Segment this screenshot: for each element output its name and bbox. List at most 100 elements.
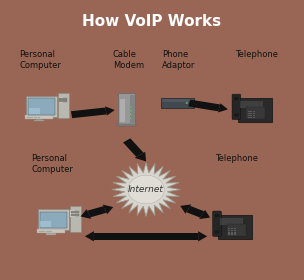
FancyBboxPatch shape: [253, 113, 255, 114]
Polygon shape: [81, 209, 91, 219]
FancyBboxPatch shape: [28, 98, 55, 115]
FancyBboxPatch shape: [228, 230, 230, 231]
Polygon shape: [188, 100, 220, 111]
FancyBboxPatch shape: [233, 228, 236, 229]
FancyBboxPatch shape: [42, 230, 45, 232]
Polygon shape: [87, 206, 106, 217]
FancyBboxPatch shape: [233, 232, 236, 233]
FancyBboxPatch shape: [231, 228, 233, 229]
Polygon shape: [105, 106, 115, 116]
FancyBboxPatch shape: [162, 99, 192, 102]
Circle shape: [128, 175, 164, 204]
FancyBboxPatch shape: [228, 228, 230, 229]
Ellipse shape: [215, 230, 219, 233]
FancyBboxPatch shape: [240, 101, 263, 108]
FancyBboxPatch shape: [250, 116, 252, 118]
Polygon shape: [85, 231, 94, 241]
FancyBboxPatch shape: [161, 98, 194, 108]
FancyBboxPatch shape: [59, 97, 63, 103]
FancyBboxPatch shape: [30, 117, 33, 118]
FancyBboxPatch shape: [233, 230, 236, 231]
FancyBboxPatch shape: [247, 116, 250, 118]
FancyBboxPatch shape: [37, 229, 65, 233]
FancyBboxPatch shape: [46, 233, 56, 235]
FancyBboxPatch shape: [71, 211, 79, 213]
Circle shape: [130, 110, 132, 111]
FancyBboxPatch shape: [232, 94, 241, 120]
FancyBboxPatch shape: [25, 115, 53, 119]
FancyBboxPatch shape: [117, 124, 136, 126]
Circle shape: [130, 114, 132, 115]
FancyBboxPatch shape: [250, 111, 252, 112]
FancyBboxPatch shape: [39, 230, 42, 232]
FancyBboxPatch shape: [220, 218, 243, 225]
Ellipse shape: [215, 214, 219, 217]
FancyBboxPatch shape: [59, 98, 67, 100]
FancyBboxPatch shape: [213, 211, 221, 236]
Text: Telephone: Telephone: [235, 50, 278, 59]
FancyBboxPatch shape: [120, 99, 125, 122]
Ellipse shape: [234, 114, 239, 116]
Polygon shape: [36, 116, 42, 120]
Text: Personal
Computer: Personal Computer: [31, 155, 73, 174]
FancyBboxPatch shape: [228, 232, 230, 233]
FancyBboxPatch shape: [59, 101, 67, 102]
FancyBboxPatch shape: [130, 95, 135, 123]
FancyBboxPatch shape: [231, 234, 233, 235]
FancyBboxPatch shape: [70, 206, 81, 232]
FancyBboxPatch shape: [253, 116, 255, 118]
FancyBboxPatch shape: [46, 230, 49, 232]
Polygon shape: [71, 108, 106, 118]
FancyBboxPatch shape: [37, 117, 40, 118]
Polygon shape: [103, 205, 113, 214]
FancyBboxPatch shape: [58, 93, 69, 118]
FancyBboxPatch shape: [250, 115, 252, 116]
Polygon shape: [94, 233, 198, 240]
Polygon shape: [123, 138, 143, 157]
Polygon shape: [135, 152, 146, 162]
FancyBboxPatch shape: [231, 230, 233, 231]
FancyBboxPatch shape: [227, 224, 246, 236]
FancyBboxPatch shape: [50, 230, 52, 232]
FancyBboxPatch shape: [228, 234, 230, 235]
Polygon shape: [199, 210, 210, 219]
FancyBboxPatch shape: [218, 215, 252, 239]
FancyBboxPatch shape: [231, 232, 233, 233]
Circle shape: [186, 102, 188, 104]
FancyBboxPatch shape: [253, 115, 255, 116]
Text: How VoIP Works: How VoIP Works: [82, 14, 222, 29]
FancyBboxPatch shape: [250, 113, 252, 114]
FancyBboxPatch shape: [71, 214, 79, 216]
Polygon shape: [198, 231, 207, 241]
FancyBboxPatch shape: [38, 209, 69, 230]
FancyBboxPatch shape: [34, 117, 37, 118]
FancyBboxPatch shape: [29, 108, 40, 114]
Polygon shape: [48, 230, 54, 233]
FancyBboxPatch shape: [27, 117, 30, 118]
Text: Personal
Computer: Personal Computer: [19, 50, 61, 70]
Circle shape: [130, 106, 132, 108]
FancyBboxPatch shape: [40, 212, 67, 228]
Circle shape: [130, 118, 132, 119]
Polygon shape: [180, 204, 191, 214]
FancyBboxPatch shape: [247, 111, 250, 112]
Text: Telephone: Telephone: [215, 155, 258, 164]
FancyBboxPatch shape: [34, 120, 44, 121]
FancyBboxPatch shape: [26, 96, 57, 117]
FancyBboxPatch shape: [233, 234, 236, 235]
Text: Cable
Modem: Cable Modem: [113, 50, 144, 70]
Ellipse shape: [234, 97, 239, 100]
FancyBboxPatch shape: [247, 115, 250, 116]
FancyBboxPatch shape: [40, 221, 51, 227]
Text: Phone
Adaptor: Phone Adaptor: [162, 50, 196, 70]
FancyBboxPatch shape: [247, 113, 250, 114]
Polygon shape: [186, 206, 204, 218]
FancyBboxPatch shape: [118, 93, 136, 125]
FancyBboxPatch shape: [71, 210, 75, 217]
Text: Internet: Internet: [128, 185, 164, 194]
Polygon shape: [112, 163, 180, 216]
FancyBboxPatch shape: [246, 108, 265, 119]
FancyBboxPatch shape: [238, 99, 272, 122]
Polygon shape: [218, 103, 228, 113]
FancyBboxPatch shape: [253, 111, 255, 112]
